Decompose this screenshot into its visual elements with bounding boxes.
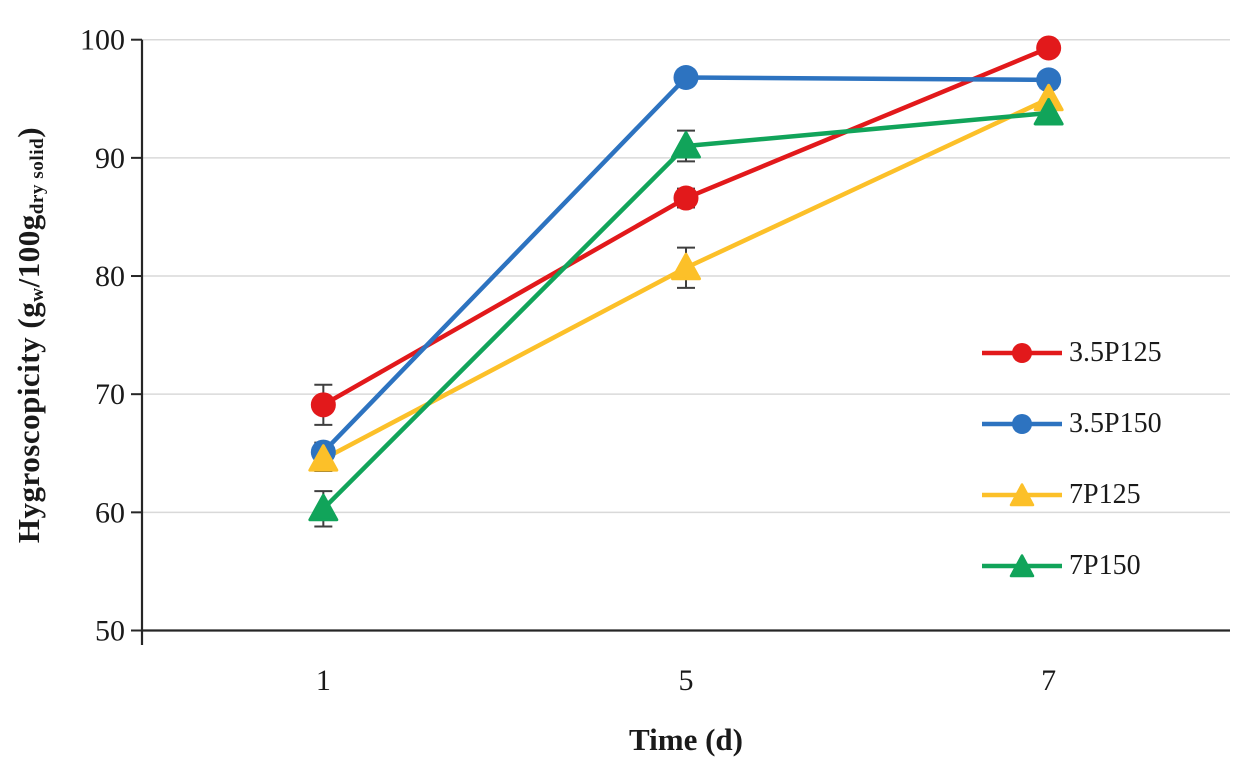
series-errorbars-7P150 bbox=[314, 103, 1058, 528]
marker-triangle bbox=[1033, 97, 1064, 126]
legend-marker-circle-icon bbox=[982, 413, 1062, 434]
axes bbox=[131, 38, 1230, 645]
y-tick-label: 50 bbox=[95, 615, 125, 648]
series-line-7P150 bbox=[321, 110, 1051, 512]
legend-label: 3.5P125 bbox=[1069, 336, 1162, 368]
legend-marker-triangle-icon bbox=[982, 553, 1062, 577]
marker-circle bbox=[673, 65, 699, 91]
marker-triangle bbox=[671, 252, 701, 281]
legend-marker-circle-icon bbox=[982, 342, 1062, 363]
y-tick-label: 80 bbox=[95, 260, 125, 293]
marker-circle bbox=[1036, 35, 1062, 61]
x-tick-label: 5 bbox=[679, 664, 694, 697]
marker-circle bbox=[1036, 67, 1062, 93]
series-markers-7P150 bbox=[308, 97, 1064, 522]
legend-label: 7P150 bbox=[1069, 549, 1141, 581]
legend-item-7P125: 7P125 bbox=[978, 459, 1162, 530]
legend-item-7P150: 7P150 bbox=[978, 530, 1162, 601]
x-axis-title: Time (d) bbox=[629, 722, 743, 757]
marker-triangle bbox=[308, 444, 339, 472]
marker-circle bbox=[310, 392, 336, 418]
x-tick-label: 1 bbox=[316, 664, 331, 697]
marker-circle bbox=[673, 185, 699, 211]
legend-item-3.5P150: 3.5P150 bbox=[978, 388, 1162, 459]
series-markers-3.5P125 bbox=[310, 35, 1062, 418]
legend-label: 3.5P150 bbox=[1069, 407, 1162, 439]
series-errorbars-3.5P125 bbox=[314, 39, 1058, 426]
x-tick-label: 7 bbox=[1041, 664, 1056, 697]
series-line-3.5P125 bbox=[321, 45, 1051, 408]
y-tick-label: 70 bbox=[95, 378, 125, 411]
marker-triangle bbox=[308, 493, 339, 522]
tick-labels: 50 60 70 80 90 100 1 5 7 bbox=[80, 24, 1056, 697]
marker-triangle bbox=[671, 131, 701, 159]
legend-marker-triangle-icon bbox=[982, 482, 1062, 506]
y-tick-label: 100 bbox=[80, 24, 125, 57]
legend-label: 7P125 bbox=[1069, 478, 1141, 510]
series-markers-7P125 bbox=[308, 83, 1064, 472]
y-tick-label: 60 bbox=[95, 496, 125, 529]
legend-item-3.5P125: 3.5P125 bbox=[978, 317, 1162, 388]
y-tick-label: 90 bbox=[95, 142, 125, 175]
legend: 3.5P125 3.5P150 7P125 7P150 bbox=[978, 317, 1162, 601]
